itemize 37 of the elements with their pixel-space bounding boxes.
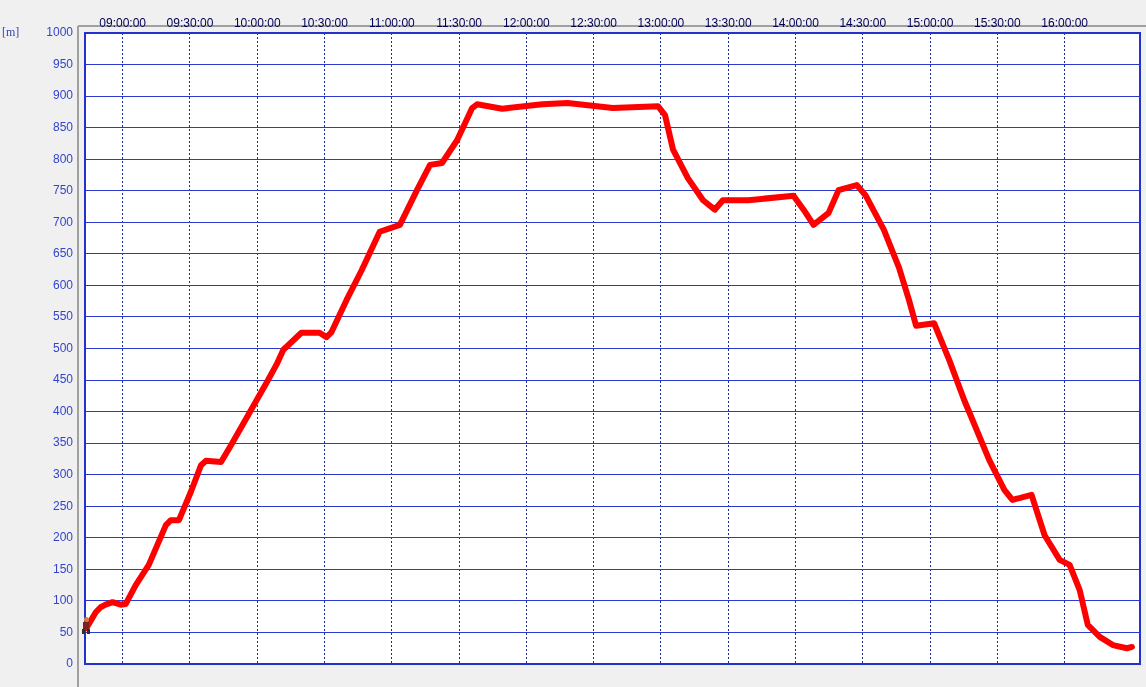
x-tick-label: 09:00:00 bbox=[99, 16, 147, 31]
y-tick-label: 750 bbox=[52, 183, 74, 198]
y-tick-label: 650 bbox=[52, 246, 74, 261]
x-tick-label: 09:30:00 bbox=[166, 16, 214, 31]
y-tick-label: 250 bbox=[52, 498, 74, 513]
x-tick-label: 13:00:00 bbox=[637, 16, 685, 31]
y-tick-label: 800 bbox=[52, 151, 74, 166]
y-tick-label: 950 bbox=[52, 56, 74, 71]
y-tick-label: 150 bbox=[52, 561, 74, 576]
y-tick-label: 350 bbox=[52, 435, 74, 450]
y-tick-label: 600 bbox=[52, 277, 74, 292]
y-tick-label: 500 bbox=[52, 340, 74, 355]
x-tick-label: 11:00:00 bbox=[368, 16, 416, 31]
x-tick-label: 12:30:00 bbox=[570, 16, 618, 31]
y-tick-label: 200 bbox=[52, 530, 74, 545]
x-tick-label: 12:00:00 bbox=[503, 16, 551, 31]
y-tick-label: 1000 bbox=[46, 25, 74, 40]
y-tick-label: 450 bbox=[52, 372, 74, 387]
y-tick-label: 900 bbox=[52, 88, 74, 103]
x-tick-label: 14:00:00 bbox=[772, 16, 820, 31]
y-axis-title: [m] bbox=[2, 25, 20, 40]
x-tick-label: 10:30:00 bbox=[301, 16, 349, 31]
y-tick-label: 550 bbox=[52, 309, 74, 324]
y-tick-label: 300 bbox=[52, 467, 74, 482]
x-tick-label: 15:30:00 bbox=[974, 16, 1022, 31]
x-tick-label: 14:30:00 bbox=[839, 16, 887, 31]
y-tick-label: 700 bbox=[52, 214, 74, 229]
y-tick-label: 400 bbox=[52, 403, 74, 418]
x-tick-label: 11:30:00 bbox=[436, 16, 483, 31]
x-tick-label: 15:00:00 bbox=[906, 16, 954, 31]
x-tick-label: 10:00:00 bbox=[233, 16, 281, 31]
y-tick-label: 100 bbox=[52, 593, 74, 608]
y-tick-label: 50 bbox=[59, 624, 74, 639]
y-tick-label: 0 bbox=[66, 656, 74, 671]
x-tick-label: 13:30:00 bbox=[704, 16, 752, 31]
x-tick-label: 16:00:00 bbox=[1041, 16, 1089, 31]
y-tick-label: 850 bbox=[52, 119, 74, 134]
